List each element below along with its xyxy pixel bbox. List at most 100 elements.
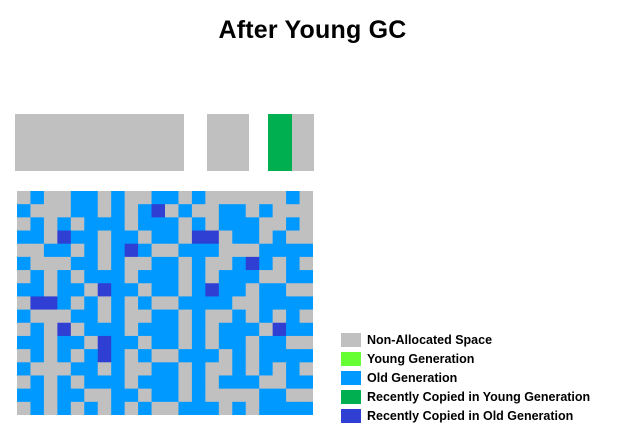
heap-cell-non-allocated (43, 283, 58, 298)
heap-cell-old (245, 230, 260, 245)
heap-cell-old (84, 309, 99, 324)
heap-cell-old (30, 375, 45, 390)
heap-cell-old (111, 349, 126, 363)
heap-cell-old (57, 296, 72, 311)
heap-cell-old (232, 375, 247, 390)
heap-cell-non-allocated (205, 388, 220, 403)
heap-cell-old (299, 349, 313, 363)
heap-cell-non-allocated (138, 362, 153, 377)
heap-cell-non-allocated (97, 256, 112, 271)
heap-cell-non-allocated (124, 349, 139, 363)
heap-cell-non-allocated (124, 270, 139, 284)
legend-item-young-generation: Young Generation (341, 349, 590, 368)
old-generation-heap (17, 191, 313, 415)
heap-cell-non-allocated (205, 322, 220, 337)
heap-cell-old (191, 362, 206, 377)
heap-cell-non-allocated (30, 362, 45, 377)
legend-swatch (341, 370, 361, 385)
heap-cell-non-allocated (124, 256, 139, 271)
heap-cell-non-allocated (30, 309, 45, 324)
heap-cell-old (232, 349, 247, 363)
heap-cell-old (178, 243, 193, 258)
heap-cell-old (191, 191, 206, 205)
heap-cell-recently-copied-old (30, 296, 45, 311)
heap-cell-non-allocated (30, 256, 45, 271)
heap-cell-old (165, 388, 180, 403)
heap-cell-non-allocated (17, 322, 32, 337)
heap-cell-non-allocated (43, 388, 58, 403)
heap-cell-old (286, 256, 301, 271)
heap-cell-non-allocated (124, 401, 139, 415)
heap-cell-non-allocated (218, 230, 233, 245)
heap-cell-old (138, 270, 153, 284)
heap-cell-non-allocated (70, 217, 85, 232)
heap-cell-non-allocated (138, 309, 153, 324)
heap-cell-old (218, 283, 233, 298)
heap-cell-old (70, 230, 85, 245)
heap-cell-old (286, 349, 301, 363)
heap-cell-old (299, 243, 313, 258)
heap-cell-old (84, 375, 99, 390)
heap-cell-non-allocated (272, 362, 287, 377)
heap-cell-old (191, 256, 206, 271)
heap-cell-old (259, 335, 274, 350)
heap-cell-non-allocated (165, 204, 180, 218)
heap-cell-non-allocated (138, 335, 153, 350)
heap-cell-old (259, 296, 274, 311)
heap-cell-old (259, 256, 274, 271)
heap-cell-non-allocated (272, 375, 287, 390)
heap-cell-non-allocated (259, 322, 274, 337)
heap-cell-old (205, 349, 220, 363)
heap-cell-non-allocated (299, 230, 313, 245)
heap-cell-old (57, 335, 72, 350)
heap-cell-old (299, 270, 313, 284)
heap-cell-non-allocated (205, 335, 220, 350)
heap-cell-old (232, 217, 247, 232)
heap-cell-non-allocated (299, 388, 313, 403)
heap-cell-non-allocated (97, 230, 112, 245)
heap-cell-old (272, 388, 287, 403)
heap-cell-non-allocated (70, 375, 85, 390)
heap-cell-non-allocated (165, 349, 180, 363)
heap-cell-non-allocated (205, 375, 220, 390)
heap-cell-old (232, 283, 247, 298)
heap-cell-old (111, 388, 126, 403)
heap-cell-old (191, 322, 206, 337)
heap-cell-non-allocated (245, 204, 260, 218)
heap-cell-old (191, 375, 206, 390)
heap-cell-old (84, 230, 99, 245)
heap-cell-old (259, 401, 274, 415)
heap-cell-old (286, 243, 301, 258)
heap-cell-old (299, 375, 313, 390)
heap-cell-non-allocated (17, 191, 32, 205)
heap-cell-old (232, 230, 247, 245)
heap-cell-old (245, 270, 260, 284)
heap-cell-non-allocated (17, 349, 32, 363)
heap-cell-non-allocated (232, 296, 247, 311)
heap-cell-old (70, 256, 85, 271)
heap-cell-non-allocated (151, 349, 166, 363)
heap-cell-old (17, 283, 32, 298)
heap-cell-old (17, 309, 32, 324)
heap-cell-old (70, 191, 85, 205)
heap-cell-recently-copied-old (191, 230, 206, 245)
eden-non-allocated (15, 114, 184, 171)
heap-cell-old (259, 243, 274, 258)
legend-item-non-allocated: Non-Allocated Space (341, 330, 590, 349)
heap-cell-non-allocated (178, 256, 193, 271)
heap-cell-non-allocated (43, 256, 58, 271)
heap-cell-old (165, 217, 180, 232)
heap-cell-old (30, 283, 45, 298)
heap-cell-non-allocated (43, 322, 58, 337)
heap-cell-old (151, 388, 166, 403)
heap-cell-non-allocated (218, 362, 233, 377)
heap-cell-old (286, 296, 301, 311)
heap-cell-old (191, 217, 206, 232)
heap-cell-old (191, 283, 206, 298)
heap-cell-old (299, 296, 313, 311)
heap-cell-old (218, 296, 233, 311)
heap-cell-non-allocated (97, 309, 112, 324)
heap-cell-non-allocated (178, 230, 193, 245)
heap-cell-non-allocated (97, 401, 112, 415)
heap-cell-non-allocated (70, 401, 85, 415)
